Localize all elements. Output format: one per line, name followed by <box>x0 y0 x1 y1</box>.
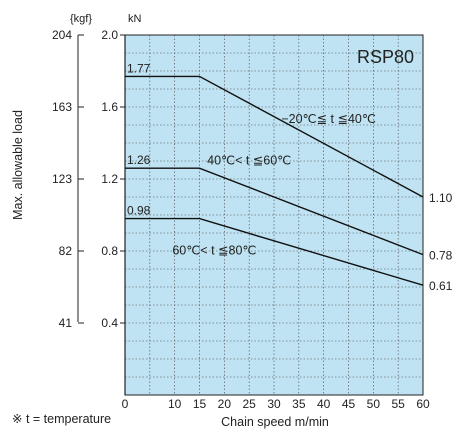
y-unit-kgf: {kgf} <box>70 13 92 25</box>
x-tick-label: 35 <box>292 397 306 411</box>
kgf-tick-label: 82 <box>59 244 73 258</box>
kn-tick-label: 1.2 <box>101 172 118 186</box>
series-name-label: 40℃< t ≦60℃ <box>207 154 291 168</box>
kn-tick-label: 1.6 <box>101 100 118 114</box>
x-tick-label: 10 <box>168 397 182 411</box>
series-start-label: 1.26 <box>127 153 151 167</box>
footnote: ※ t = temperature <box>12 412 111 426</box>
series-start-label: 1.77 <box>127 61 151 75</box>
kgf-tick-label: 204 <box>52 28 72 42</box>
y-axis-title: Max. allowable load <box>11 110 25 220</box>
kgf-tick-label: 123 <box>52 172 72 186</box>
x-tick-label: 15 <box>193 397 207 411</box>
series-end-label: 0.78 <box>429 249 453 263</box>
x-tick-label: 40 <box>317 397 331 411</box>
x-axis-title: Chain speed m/min <box>221 415 329 429</box>
series-end-label: 0.61 <box>429 279 453 293</box>
series-name-label: −20℃≦ t ≦40℃ <box>281 112 376 126</box>
x-tick-label: 25 <box>242 397 256 411</box>
series-name-label: 60℃< t ≦80℃ <box>172 244 256 258</box>
kn-tick-label: 0.4 <box>101 316 118 330</box>
series-line-3 <box>125 217 424 286</box>
x-tick-label: 45 <box>342 397 356 411</box>
kgf-tick-label: 163 <box>52 100 72 114</box>
tick-marks: 204 2.0 163 1.6 123 1.2 82 0.8 41 0.4 0 10 15 20 25 30 3… <box>52 28 430 411</box>
series-lines <box>125 75 424 286</box>
kgf-tick-label: 41 <box>59 316 73 330</box>
axes <box>77 35 126 395</box>
series-start-label: 0.98 <box>127 204 151 218</box>
x-tick-label: 0 <box>122 397 129 411</box>
x-tick-label: 30 <box>267 397 281 411</box>
grid-horizontal <box>125 52 423 378</box>
chart-labels: 1.77 1.10 −20℃≦ t ≦40℃ 1.26 0.78 40℃< t ≦60℃ 0… <box>127 61 453 293</box>
series-line-2 <box>125 167 424 256</box>
x-tick-label: 60 <box>416 397 430 411</box>
x-tick-label: 50 <box>367 397 381 411</box>
series-line-1 <box>125 75 424 198</box>
chart-title: RSP80 <box>357 47 414 67</box>
x-tick-label: 20 <box>218 397 232 411</box>
y-unit-kn: kN <box>128 13 142 25</box>
kn-tick-label: 2.0 <box>101 28 118 42</box>
kn-tick-label: 0.8 <box>101 244 118 258</box>
x-tick-label: 55 <box>391 397 405 411</box>
series-end-label: 1.10 <box>429 191 453 205</box>
